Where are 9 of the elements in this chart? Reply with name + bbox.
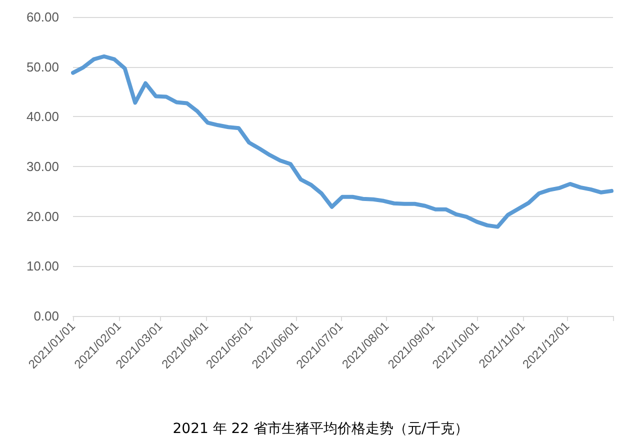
text: 2021 年 22 省市生猪平均价格走势（元/千克） bbox=[172, 421, 468, 437]
y-tick-label: 50.00 bbox=[26, 59, 59, 74]
y-tick-label: 10.00 bbox=[26, 258, 59, 274]
y-tick-label: 20.00 bbox=[26, 208, 59, 224]
y-tick-label: 30.00 bbox=[26, 159, 59, 174]
y-tick-label: 40.00 bbox=[26, 109, 59, 124]
y-tick-label: 0.00 bbox=[34, 308, 59, 324]
y-tick-label: 60.00 bbox=[26, 10, 59, 24]
line-series bbox=[71, 54, 614, 229]
